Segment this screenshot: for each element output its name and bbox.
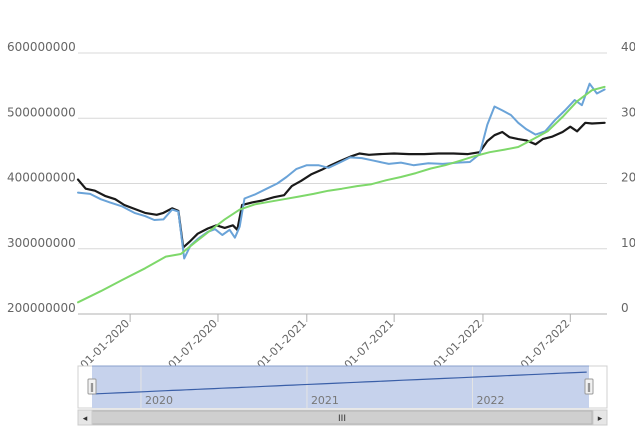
x-tick-label: 01-07-2021 [342,317,396,371]
y-right-tick-label: 20 [621,171,635,185]
y-right-tick-label: 30 [621,105,635,119]
y-right-tick-label: 0 [621,301,629,315]
x-tick-label: 01-01-2021 [255,317,309,371]
scroll-left-button[interactable] [77,409,93,426]
y-left-tick-label: 600000000 [7,40,76,54]
x-tick-label: 01-07-2022 [518,317,572,371]
scroll-right-arrow-icon: ▸ [598,414,603,424]
y-left-tick-label: 200000000 [7,301,76,315]
y-left-tick-label: 400000000 [7,171,76,185]
scrollbar-grip-icon: III [338,414,346,424]
x-tick-label: 01-01-2020 [78,317,132,371]
y-axis-left: 200000000 300000000 400000000 500000000 6000… [7,40,76,315]
navigator-handle-grip: ‖ [587,383,592,393]
grid-lines [78,52,607,250]
series-group [76,82,606,304]
navigator-year-label: 2020 [145,394,173,407]
navigator-series-line [91,371,587,395]
y-left-tick-label: 300000000 [7,236,76,250]
navigator-left-handle[interactable] [87,378,97,395]
series-line-1 [76,121,606,249]
y-left-tick-label: 500000000 [7,105,76,119]
series-line-3 [77,85,606,304]
y-right-tick-label: 40 [621,40,635,54]
navigator-handle-grip: ‖ [90,383,95,393]
navigator-year-label: 2021 [311,394,339,407]
navigator-selected-range [92,366,589,408]
navigator[interactable]: 2020 2021 2022 ‖ ‖ III ◂ ▸ [77,365,608,426]
x-tick-label: 01-07-2020 [166,317,220,371]
x-axis: 01-01-2020 01-07-2020 01-01-2021 01-07-2021… [78,313,607,371]
y-axis-right: 0 10 20 30 40 [621,40,635,315]
scroll-right-button[interactable] [592,409,608,426]
y-right-tick-label: 10 [621,236,635,250]
x-tick-label: 01-01-2022 [431,317,485,371]
series-line-2 [77,82,606,260]
scroll-left-arrow-icon: ◂ [83,414,88,424]
navigator-right-handle[interactable] [584,378,594,395]
navigator-year-label: 2022 [476,394,504,407]
